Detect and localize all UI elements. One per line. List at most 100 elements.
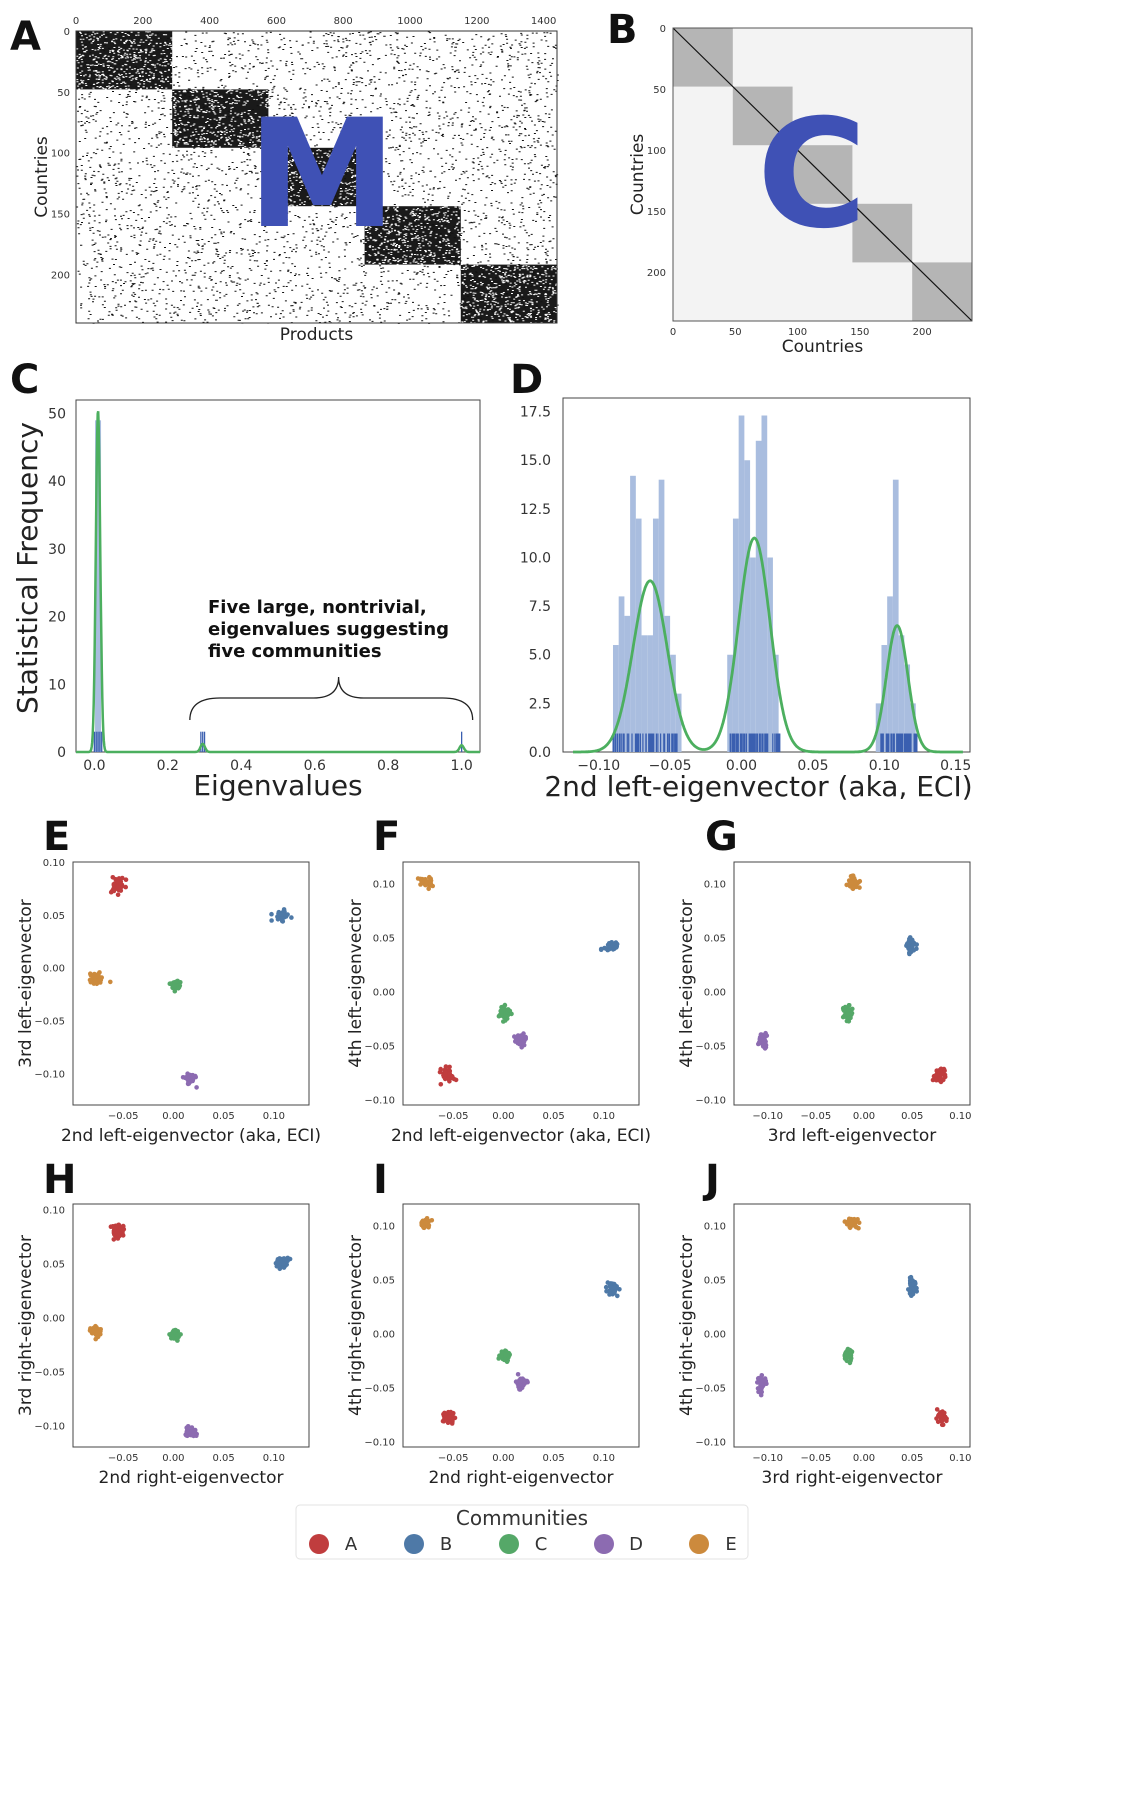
point-community-d <box>756 1389 761 1395</box>
overlay-letter: M <box>247 88 396 262</box>
histogram-bar <box>898 635 905 752</box>
point-community-b <box>909 1293 914 1298</box>
point-community-e <box>424 878 429 884</box>
x-tick-label: 0.00 <box>853 1111 875 1122</box>
point-community-a <box>447 1079 452 1084</box>
x-tick-label: 1000 <box>397 16 422 27</box>
rug-ticks <box>612 733 678 752</box>
panel-a: 0 200 400 600 800 1000 1200 1400 0 50 100 150 200 Pro… <box>32 16 559 345</box>
point-community-d <box>512 1034 517 1039</box>
legend-marker-a <box>309 1534 329 1554</box>
y-axis-label: 3rd right-eigenvector <box>16 1235 36 1416</box>
x-tick-label: 1400 <box>531 16 556 27</box>
point-community-c <box>846 1003 852 1008</box>
histogram-bar <box>910 703 916 752</box>
histogram-bar <box>767 557 773 752</box>
plot-frame <box>72 1203 310 1448</box>
x-tick-label: 0.10 <box>949 1453 971 1464</box>
y-tick-label: 0.05 <box>704 934 726 945</box>
point-community-a <box>111 882 117 887</box>
x-tick-label: −0.05 <box>438 1111 469 1122</box>
x-tick-label: 0.6 <box>304 758 326 774</box>
y-tick-label: 0.05 <box>373 1276 395 1287</box>
x-axis-label: 2nd left-eigenvector (aka, ECI) <box>544 770 972 803</box>
point-community-a <box>115 1231 121 1237</box>
point-community-e <box>847 1216 852 1222</box>
x-tick-label: 0.05 <box>901 1453 923 1464</box>
point-community-e <box>853 1224 859 1230</box>
point-community-a <box>939 1071 945 1077</box>
y-tick-label: 30 <box>48 542 66 558</box>
y-axis-label: 3rd left-eigenvector <box>16 899 36 1068</box>
panel-j: −0.10 −0.05 0.00 0.05 0.10 0.10 0.05 0.00 −0.05 −… <box>677 1203 972 1488</box>
point-community-d <box>190 1078 195 1084</box>
overlay-letter: C <box>757 88 867 262</box>
point-community-e <box>428 878 434 883</box>
plot-frame <box>402 861 640 1106</box>
histogram-bar <box>744 460 751 752</box>
x-tick-label: −0.05 <box>108 1111 139 1122</box>
point-community-b <box>907 1288 913 1294</box>
y-tick-label: 2.5 <box>529 696 551 712</box>
point-community-d <box>517 1387 522 1392</box>
point-community-a <box>120 875 125 881</box>
legend: Communities A B C D E <box>295 1504 749 1560</box>
y-tick-label: 0.10 <box>373 1222 395 1233</box>
point-community-b <box>287 1256 293 1262</box>
point-community-b <box>905 941 910 946</box>
plot-frame <box>402 1203 640 1448</box>
point-community-a <box>942 1074 948 1080</box>
y-tick-label: −0.05 <box>34 1016 65 1027</box>
point-community-b <box>282 1257 288 1262</box>
histogram-bar <box>618 596 625 752</box>
panel-h: −0.05 0.00 0.05 0.10 0.10 0.05 0.00 −0.05 −0.10 2… <box>16 1203 310 1488</box>
y-tick-label: 50 <box>48 407 66 423</box>
point-community-a <box>447 1064 452 1070</box>
point-community-d <box>759 1377 765 1383</box>
point-community-d <box>514 1038 519 1044</box>
x-tick-label: 0 <box>73 16 79 27</box>
histogram-bar <box>887 596 893 752</box>
histogram-bar <box>675 693 682 752</box>
point-community-a <box>118 1226 124 1232</box>
panel-letter-a: A <box>10 14 41 60</box>
y-tick-label: 0.10 <box>704 1222 726 1233</box>
x-axis-label: 3rd right-eigenvector <box>762 1468 943 1488</box>
point-community-a <box>443 1064 449 1069</box>
point-community-a <box>112 1226 117 1232</box>
point-community-d <box>760 1043 766 1048</box>
point-community-e <box>848 880 854 885</box>
diagonal <box>672 27 973 322</box>
y-tick-label: −0.10 <box>364 1438 395 1449</box>
point-community-e <box>856 1220 862 1225</box>
panel-e: −0.05 0.00 0.05 0.10 0.10 0.05 0.00 −0.05 −0.10 2… <box>16 858 321 1146</box>
x-axis-label: 2nd right-eigenvector <box>429 1468 614 1488</box>
x-tick-label: −0.10 <box>752 1453 783 1464</box>
histogram-bar <box>772 654 779 752</box>
point-community-e <box>93 978 98 984</box>
y-axis-label: 4th left-eigenvector <box>346 899 366 1067</box>
x-tick-label: 0.05 <box>797 758 828 774</box>
y-tick-label: 0.00 <box>373 1330 395 1341</box>
point-community-d <box>194 1085 199 1090</box>
point-community-a <box>938 1076 944 1081</box>
x-tick-label: 0.00 <box>162 1111 184 1122</box>
histogram-bar <box>641 635 648 752</box>
y-tick-label: 0.00 <box>704 1330 726 1341</box>
y-tick-label: −0.05 <box>695 1042 726 1053</box>
point-community-a <box>934 1407 940 1412</box>
dense-block <box>460 264 557 323</box>
point-community-e <box>426 886 432 892</box>
y-tick-label: −0.10 <box>695 1438 726 1449</box>
point-community-b <box>909 1277 914 1283</box>
point-community-a <box>934 1077 939 1083</box>
kde-curve <box>573 536 963 754</box>
y-tick-label: 12.5 <box>520 502 551 518</box>
point-community-c <box>175 1332 180 1337</box>
y-tick-label: 50 <box>653 85 666 96</box>
point-community-e <box>92 971 97 977</box>
plot-frame <box>72 861 310 1106</box>
point-community-b <box>607 1291 613 1297</box>
point-community-b <box>603 1284 609 1290</box>
x-tick-label: 400 <box>200 16 219 27</box>
